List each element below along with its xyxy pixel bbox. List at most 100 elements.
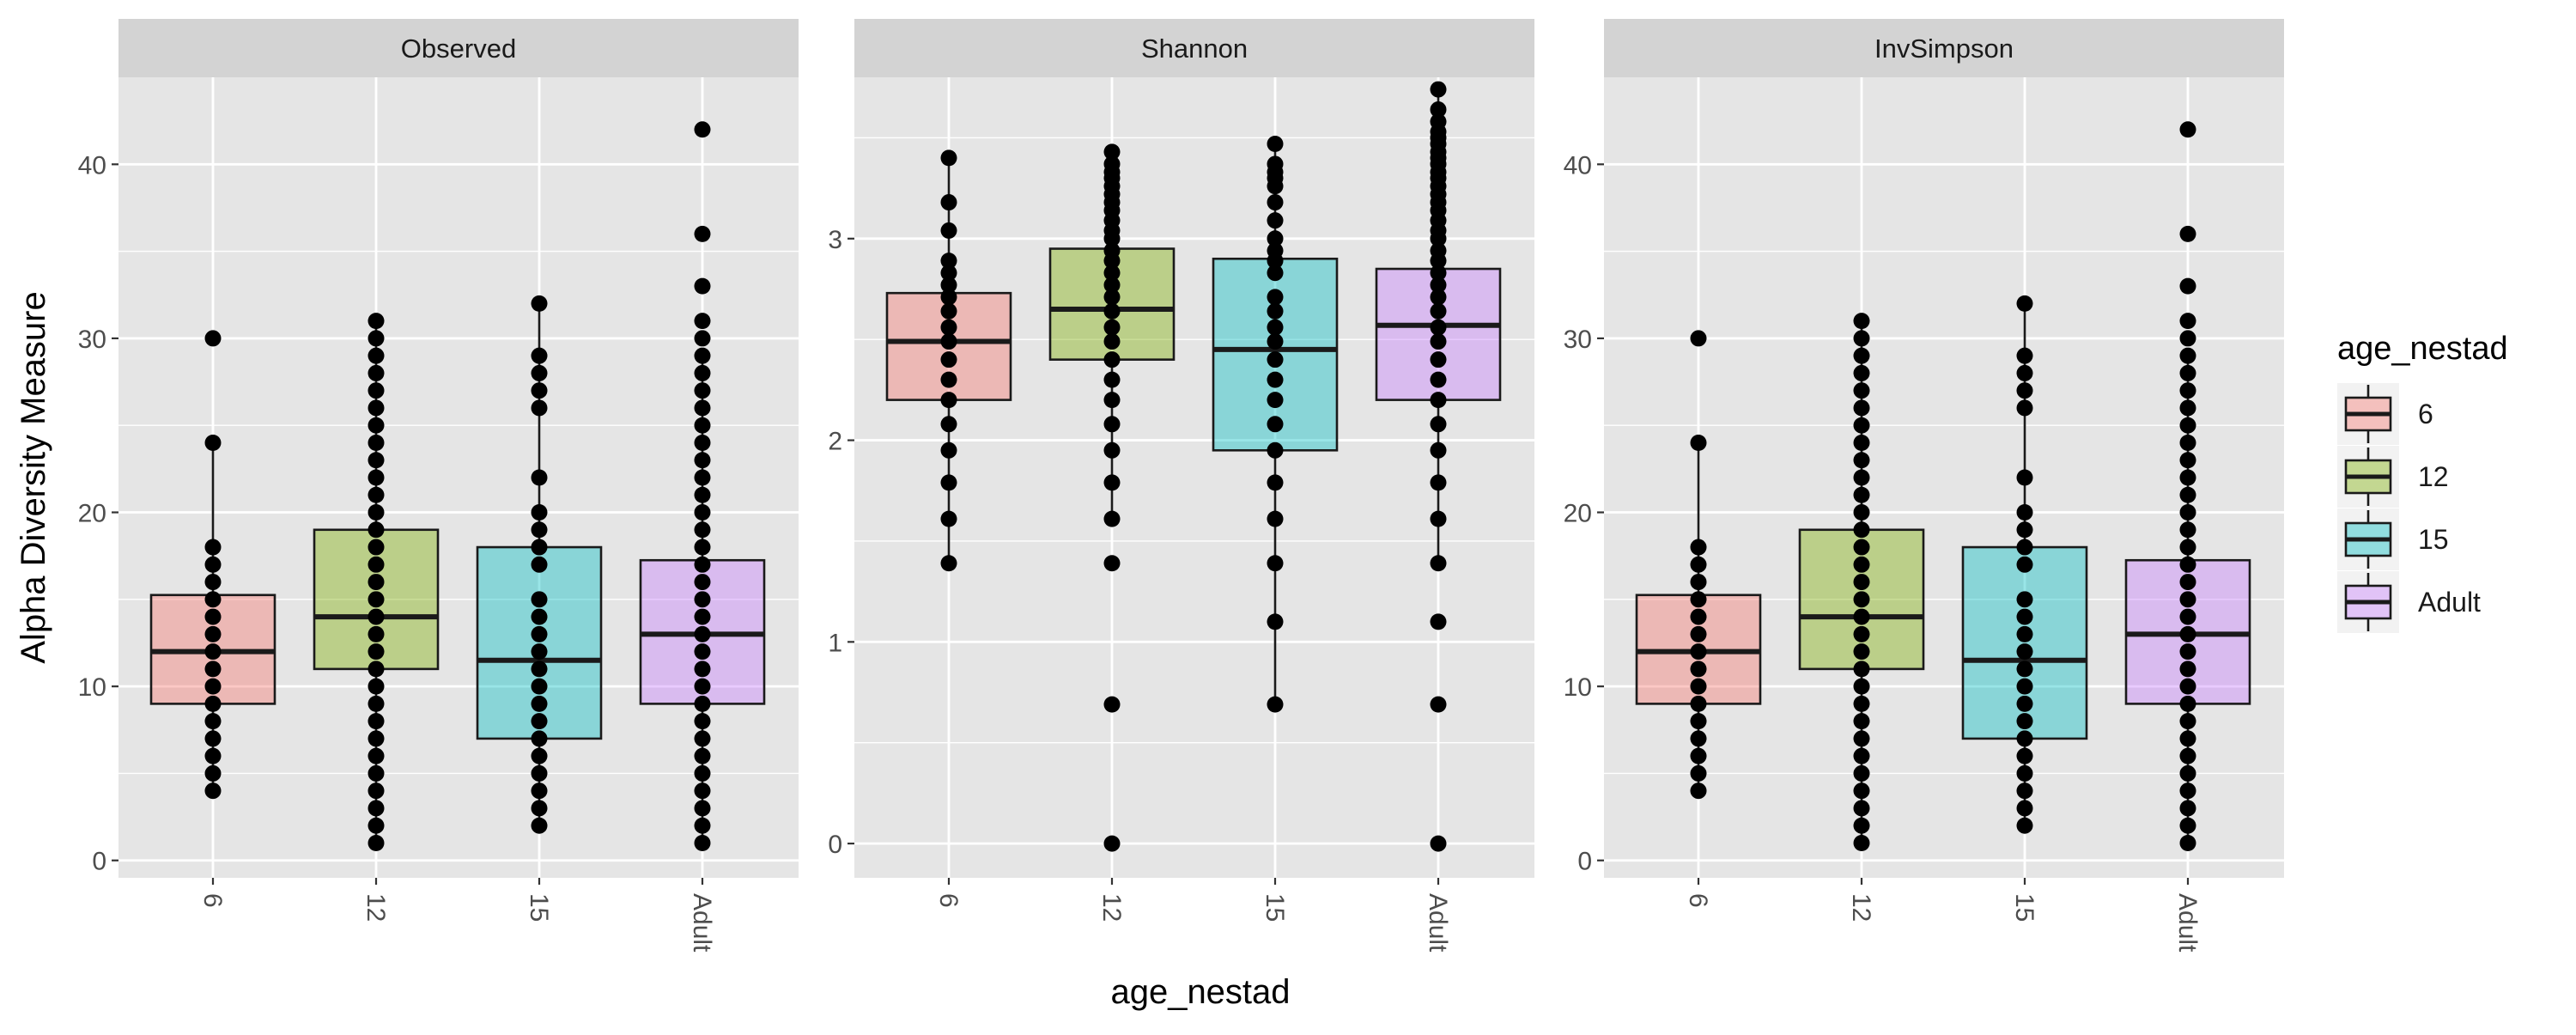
data-point (531, 817, 548, 834)
data-point (2016, 800, 2033, 817)
data-point (694, 730, 711, 747)
data-point (368, 695, 385, 712)
data-point (940, 416, 957, 433)
data-point (1267, 510, 1284, 527)
data-point (1430, 265, 1447, 282)
data-point (694, 521, 711, 539)
data-point (1853, 347, 1870, 364)
data-point (694, 678, 711, 695)
data-point (204, 539, 222, 556)
data-point (1853, 434, 1870, 451)
data-point (368, 747, 385, 764)
y-axis-title: Alpha Diversity Measure (15, 291, 52, 664)
data-point (1690, 747, 1707, 764)
data-point (204, 574, 222, 591)
data-point (2179, 364, 2196, 381)
data-point (940, 351, 957, 368)
data-point (204, 434, 222, 451)
data-point (1690, 539, 1707, 556)
data-point (940, 277, 957, 294)
data-point (694, 417, 711, 434)
data-point (2016, 661, 2033, 678)
data-point (694, 364, 711, 381)
data-point (940, 333, 957, 350)
data-point (694, 452, 711, 469)
data-point (1103, 351, 1121, 368)
data-point (2179, 678, 2196, 695)
data-point (204, 747, 222, 764)
data-point (1853, 625, 1870, 642)
data-point (1267, 696, 1284, 713)
y-tick-label: 10 (1564, 673, 1592, 702)
y-tick-label: 2 (828, 428, 842, 456)
y-tick-label: 30 (1564, 326, 1592, 354)
data-point (2179, 277, 2196, 295)
y-tick-label: 1 (828, 629, 842, 657)
data-point (694, 782, 711, 800)
data-point (1267, 613, 1284, 630)
data-point (1430, 555, 1447, 572)
legend-label: 15 (2418, 524, 2449, 555)
legend-label: 12 (2418, 461, 2449, 492)
data-point (1430, 835, 1447, 852)
data-point (694, 313, 711, 330)
data-point (2179, 313, 2196, 330)
data-point (368, 539, 385, 556)
data-point (2179, 504, 2196, 521)
data-point (1690, 643, 1707, 661)
data-point (368, 417, 385, 434)
data-point (2016, 382, 2033, 399)
x-tick-label: 6 (1684, 893, 1712, 908)
data-point (2179, 556, 2196, 573)
data-point (531, 764, 548, 782)
data-point (940, 149, 957, 167)
y-tick-label: 40 (78, 151, 106, 180)
data-point (2179, 625, 2196, 642)
data-point (531, 747, 548, 764)
data-point (694, 121, 711, 138)
data-point (694, 486, 711, 503)
data-point (694, 277, 711, 295)
data-point (1103, 835, 1121, 852)
x-tick-label: 12 (361, 893, 390, 922)
data-point (368, 556, 385, 573)
data-point (1853, 521, 1870, 539)
data-point (2016, 782, 2033, 800)
data-point (368, 574, 385, 591)
data-point (1690, 330, 1707, 347)
data-point (1430, 277, 1447, 294)
y-tick-label: 0 (1577, 848, 1592, 876)
data-point (204, 730, 222, 747)
data-point (1853, 486, 1870, 503)
data-point (1267, 212, 1284, 229)
data-point (2016, 817, 2033, 834)
data-point (2179, 225, 2196, 242)
y-tick-label: 10 (78, 673, 106, 702)
data-point (2179, 747, 2196, 764)
data-point (2016, 504, 2033, 521)
data-point (368, 486, 385, 503)
data-point (694, 434, 711, 451)
data-point (1103, 555, 1121, 572)
data-point (531, 469, 548, 486)
legend-title: age_nestad (2337, 331, 2508, 367)
panel-title: Observed (401, 33, 516, 64)
data-point (1267, 155, 1284, 173)
legend-label: Adult (2418, 587, 2481, 618)
data-point (1430, 242, 1447, 259)
data-point (2179, 661, 2196, 678)
data-point (694, 382, 711, 399)
data-point (531, 730, 548, 747)
data-point (2179, 521, 2196, 539)
data-point (940, 441, 957, 459)
data-point (1690, 556, 1707, 573)
data-point (940, 253, 957, 270)
data-point (368, 730, 385, 747)
y-tick-label: 0 (828, 831, 842, 859)
data-point (1430, 696, 1447, 713)
data-point (2016, 730, 2033, 747)
data-point (2179, 764, 2196, 782)
data-point (1430, 392, 1447, 409)
data-point (2179, 486, 2196, 503)
